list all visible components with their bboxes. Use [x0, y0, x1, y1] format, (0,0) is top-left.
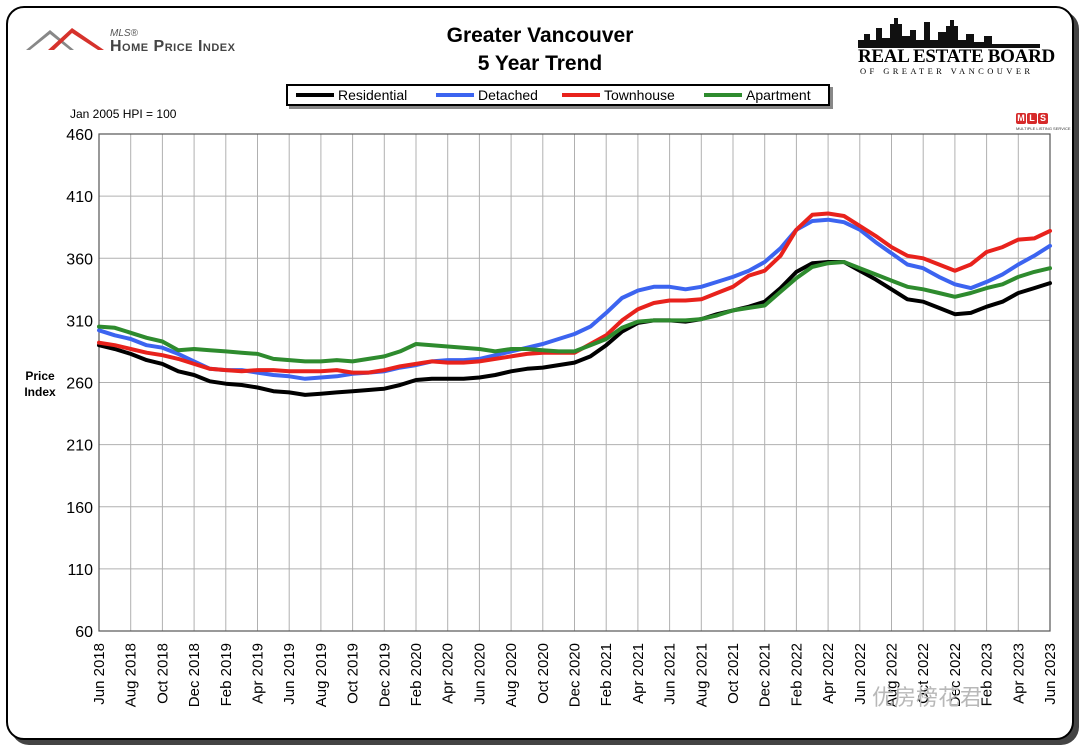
- y-tick-label: 210: [66, 438, 93, 455]
- x-tick-label: Feb 2022: [788, 643, 805, 706]
- x-tick-label: Apr 2023: [1010, 643, 1027, 704]
- series-line-residential: [97, 260, 1052, 397]
- x-tick-label: Feb 2019: [218, 643, 235, 706]
- legend-label-apartment: Apartment: [746, 87, 811, 103]
- house-roof-icon: [26, 28, 104, 50]
- legend-swatch-residential: [296, 93, 334, 97]
- x-tick-label: Aug 2021: [693, 643, 710, 707]
- watermark-text: 优房榜花君: [872, 685, 983, 710]
- series-line-apartment: [97, 260, 1052, 364]
- x-tick-label: Aug 2019: [313, 643, 330, 707]
- chart-legend: Residential Detached Townhouse Apartment: [286, 84, 830, 106]
- chart-title-line2: 5 Year Trend: [477, 52, 603, 75]
- x-tick-label: Jun 2021: [662, 643, 679, 705]
- city-skyline-icon: [858, 18, 1040, 48]
- logo-hpi-text: Home Price Index: [110, 38, 236, 55]
- x-tick-label: Feb 2023: [979, 643, 996, 706]
- x-tick-label: Oct 2019: [345, 643, 362, 704]
- x-tick-label: Dec 2020: [567, 643, 584, 707]
- x-tick-label: Apr 2021: [630, 643, 647, 704]
- x-tick-label: Aug 2022: [884, 643, 901, 707]
- x-tick-label: Feb 2021: [598, 643, 615, 706]
- legend-item-residential: Residential: [296, 86, 407, 104]
- y-axis-label-line2: Index: [24, 385, 56, 399]
- y-tick-label: 260: [66, 376, 93, 393]
- x-tick-label: Dec 2019: [376, 643, 393, 707]
- legend-item-townhouse: Townhouse: [562, 86, 675, 104]
- y-tick-label: 410: [66, 189, 93, 206]
- mls-letter-l: L: [1027, 113, 1037, 124]
- x-tick-label: Feb 2020: [408, 643, 425, 706]
- x-tick-label: Oct 2022: [915, 643, 932, 704]
- x-tick-label: Oct 2018: [154, 643, 171, 704]
- legend-item-detached: Detached: [436, 86, 538, 104]
- series-line-detached: [97, 217, 1052, 381]
- x-tick-label: Dec 2018: [186, 643, 203, 707]
- y-axis-label: Price Index: [18, 368, 62, 400]
- legend-label-townhouse: Townhouse: [604, 87, 675, 103]
- x-tick-label: Apr 2022: [820, 643, 837, 704]
- legend-swatch-detached: [436, 93, 474, 97]
- y-tick-label: 360: [66, 251, 93, 268]
- mls-badge-subtitle: MULTIPLE LISTING SERVICE: [1016, 126, 1071, 131]
- y-tick-label: 60: [75, 624, 93, 641]
- x-tick-label: Dec 2022: [947, 643, 964, 707]
- plot-area-border: [98, 133, 1051, 632]
- mls-hpi-logo: MLS® Home Price Index: [26, 20, 306, 60]
- x-tick-label: Apr 2019: [250, 643, 267, 704]
- legend-item-apartment: Apartment: [704, 86, 811, 104]
- x-tick-label: Aug 2018: [123, 643, 140, 707]
- y-tick-label: 110: [67, 562, 93, 579]
- chart-title-line1: Greater Vancouver: [446, 24, 634, 47]
- x-tick-label: Dec 2021: [757, 643, 774, 707]
- y-tick-label: 310: [66, 313, 93, 330]
- x-tick-label: Jun 2022: [852, 643, 869, 705]
- rebgv-logo: REAL ESTATE BOARD OF GREATER VANCOUVER: [850, 14, 1055, 78]
- mls-letter-s: S: [1038, 113, 1048, 124]
- rebgv-subtitle: OF GREATER VANCOUVER: [860, 66, 1034, 76]
- x-tick-label: Oct 2021: [725, 643, 742, 704]
- legend-swatch-townhouse: [562, 93, 600, 97]
- legend-swatch-apartment: [704, 93, 742, 97]
- y-axis-label-line1: Price: [25, 369, 55, 383]
- x-tick-label: Jun 2020: [471, 643, 488, 705]
- legend-label-detached: Detached: [478, 87, 538, 103]
- x-tick-label: Oct 2020: [535, 643, 552, 704]
- x-tick-label: Jun 2023: [1042, 643, 1059, 705]
- mls-letter-m: M: [1016, 113, 1026, 124]
- chart-title: Greater Vancouver 5 Year Trend: [380, 22, 700, 78]
- y-tick-label: 460: [66, 127, 93, 144]
- x-tick-label: Jun 2018: [91, 643, 108, 705]
- legend-label-residential: Residential: [338, 87, 408, 103]
- hpi-base-note: Jan 2005 HPI = 100: [70, 107, 177, 121]
- y-tick-label: 160: [66, 500, 93, 517]
- x-tick-label: Apr 2020: [440, 643, 457, 704]
- logo-mls-text: MLS®: [110, 28, 138, 39]
- rebgv-name: REAL ESTATE BOARD: [858, 46, 1055, 67]
- x-tick-label: Aug 2020: [503, 643, 520, 707]
- x-tick-label: Jun 2019: [281, 643, 298, 705]
